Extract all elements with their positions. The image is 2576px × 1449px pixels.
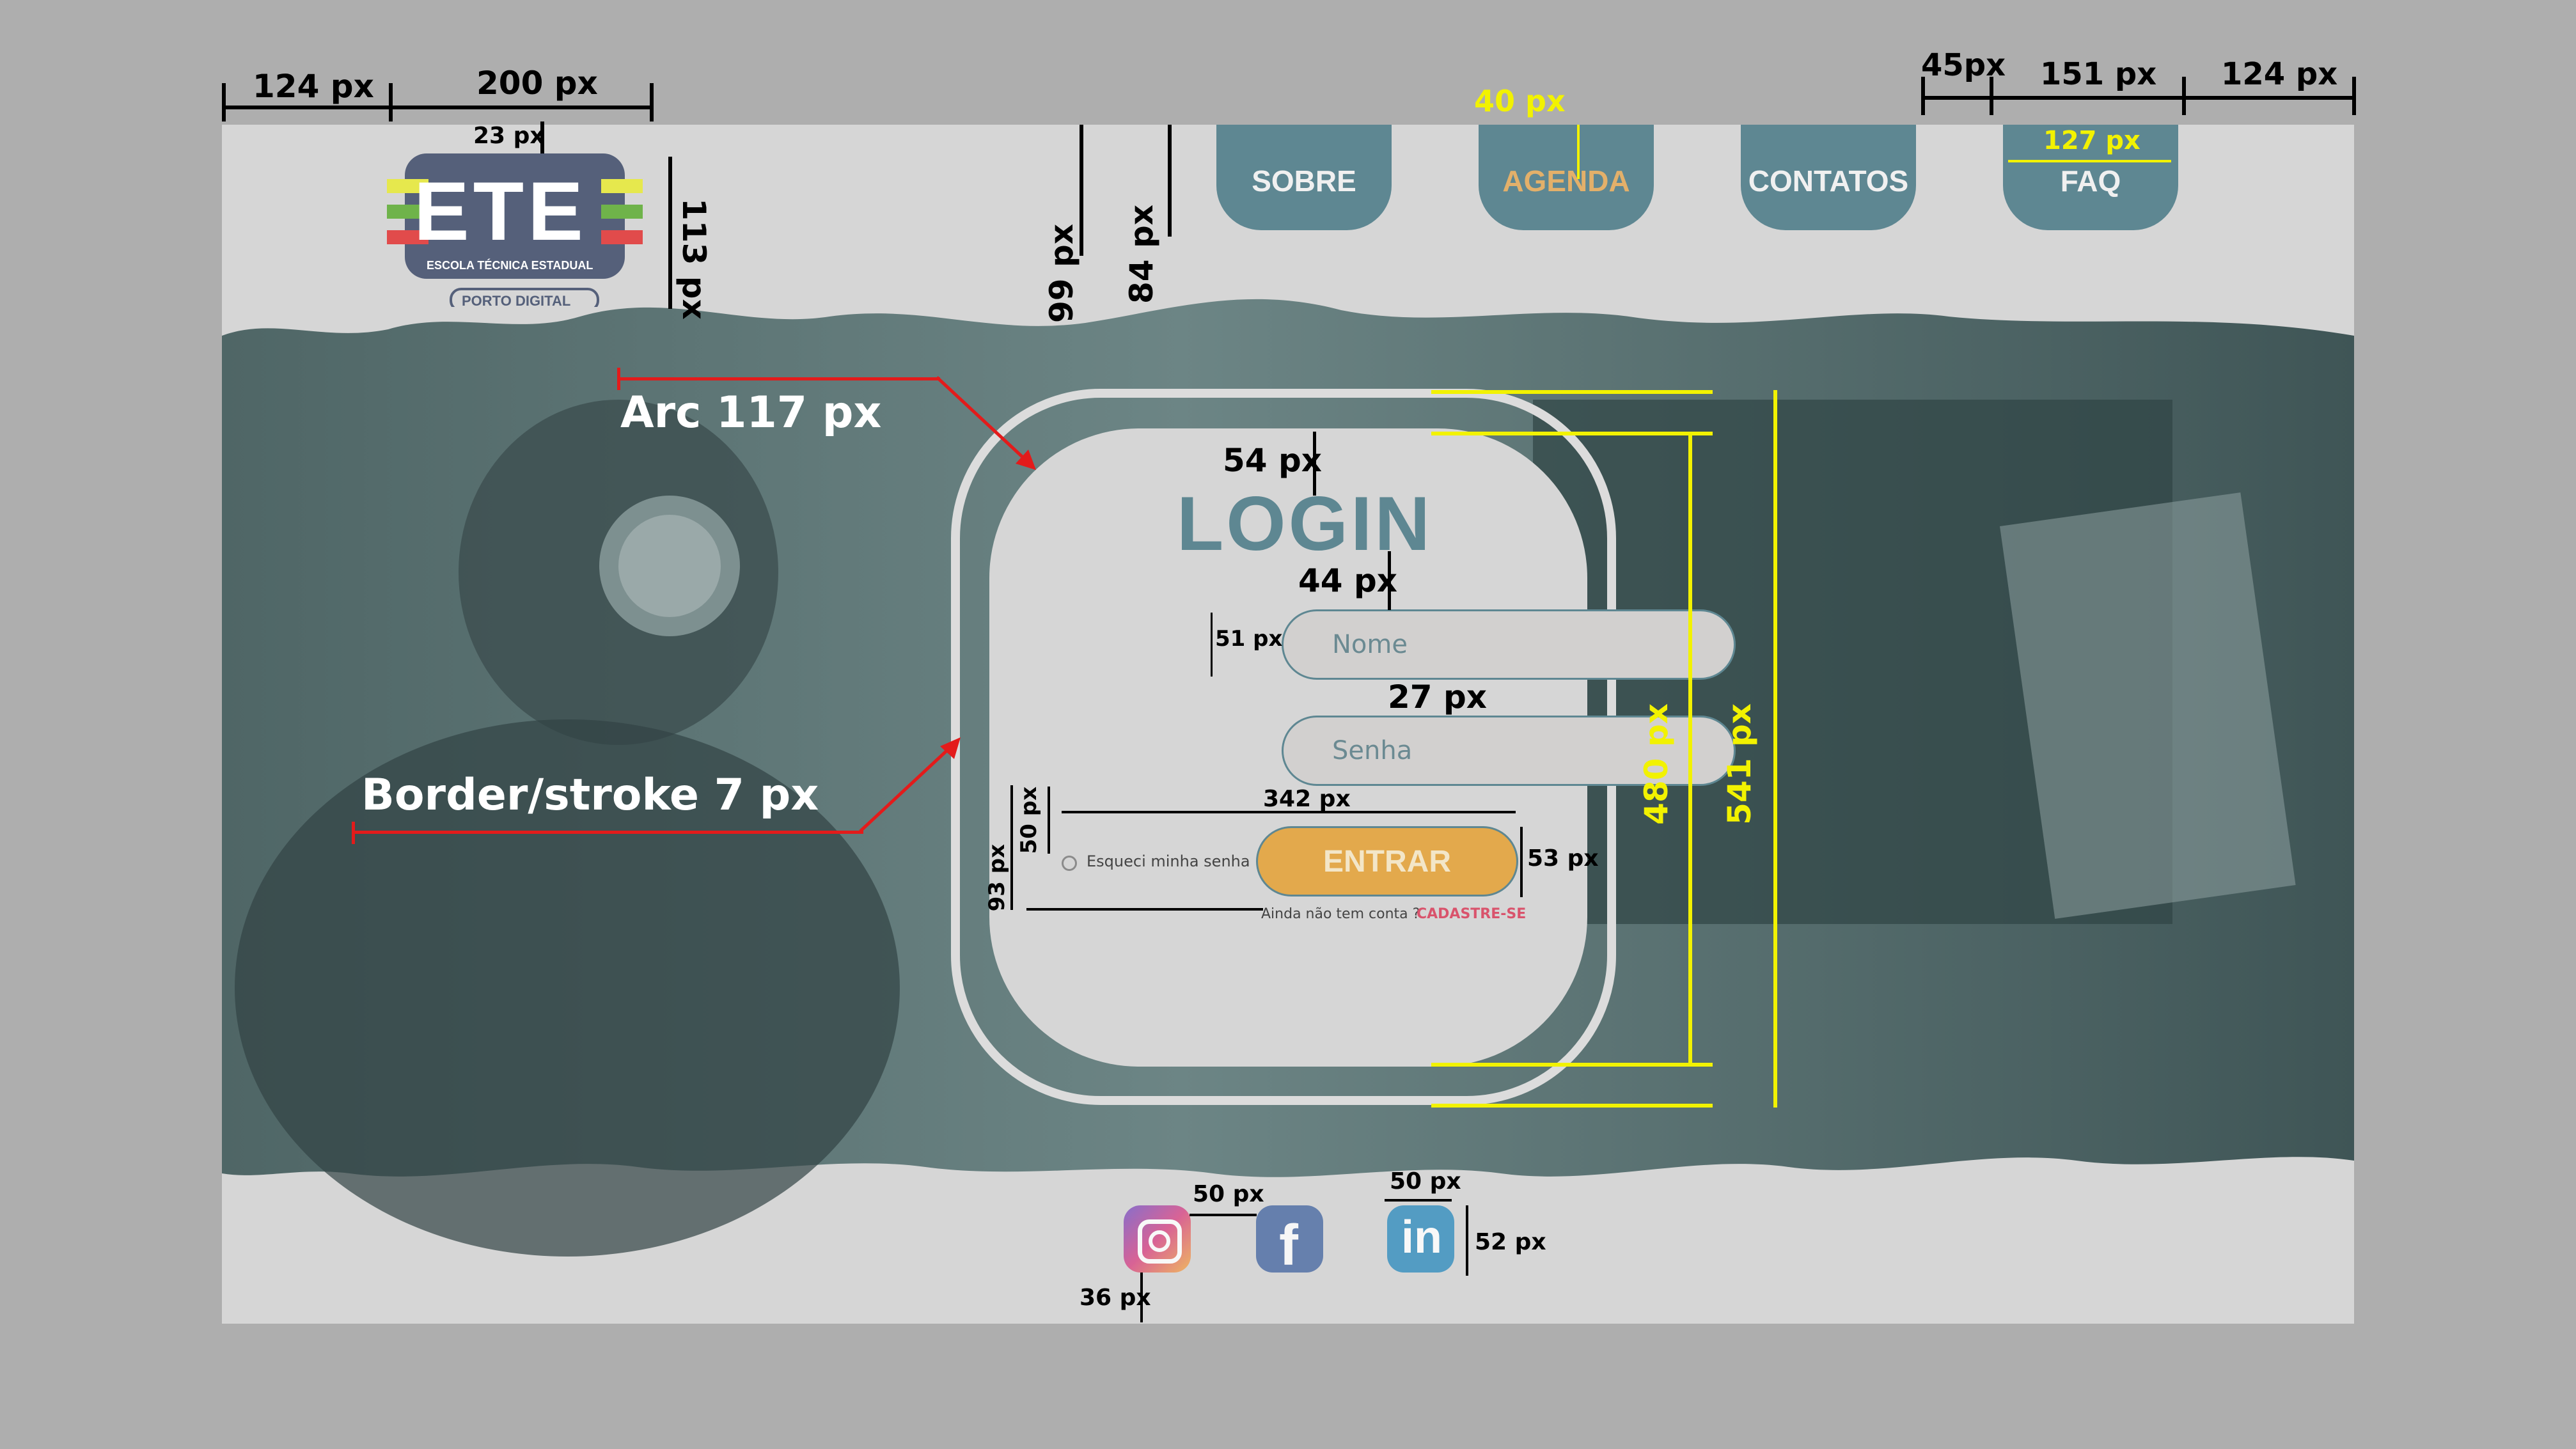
password-input[interactable] [1284, 717, 1734, 784]
ete-logo[interactable] [387, 153, 656, 307]
name-input[interactable] [1284, 611, 1734, 678]
nav-sobre[interactable]: SOBRE [1202, 125, 1406, 253]
logo-text: ETE [414, 164, 587, 258]
dim-line-top-left [222, 106, 652, 109]
logo-subtitle: ESCOLA TÉCNICA ESTADUAL [427, 259, 593, 272]
signup-prompt: Ainda não tem conta ? [1261, 906, 1420, 922]
nav-agenda-label: AGENDA [1502, 164, 1630, 198]
nav-contatos[interactable]: CONTATOS [1727, 125, 1930, 253]
forgot-checkbox[interactable] [1062, 856, 1077, 871]
nav-faq[interactable]: FAQ [1989, 125, 2192, 253]
password-field[interactable] [1282, 716, 1736, 786]
name-field[interactable] [1282, 609, 1736, 680]
stroke-arrow [859, 737, 961, 833]
nav-agenda[interactable]: AGENDA [1465, 125, 1668, 253]
nav-sobre-label: SOBRE [1252, 164, 1356, 198]
page-canvas: ETE ESCOLA TÉCNICA ESTADUAL PORTO DIGITA… [222, 125, 2354, 1324]
entrar-button[interactable]: ENTRAR [1256, 826, 1518, 897]
arc-arrow [936, 376, 1036, 470]
arc-annotation: Arc 117 px [620, 388, 882, 438]
login-title: LOGIN [1177, 481, 1433, 567]
entrar-label: ENTRAR [1323, 844, 1451, 879]
facebook-icon[interactable]: f [1256, 1205, 1323, 1274]
nav-contatos-label: CONTATOS [1748, 164, 1909, 198]
instagram-icon[interactable] [1124, 1205, 1191, 1273]
forgot-label[interactable]: Esqueci minha senha [1087, 852, 1250, 870]
logo-tag: PORTO DIGITAL [462, 293, 571, 309]
linkedin-icon[interactable]: in [1387, 1205, 1454, 1273]
nav-faq-label: FAQ [2060, 164, 2121, 198]
signup-link[interactable]: CADASTRE-SE [1417, 906, 1527, 922]
stroke-annotation: Border/stroke 7 px [361, 770, 819, 820]
